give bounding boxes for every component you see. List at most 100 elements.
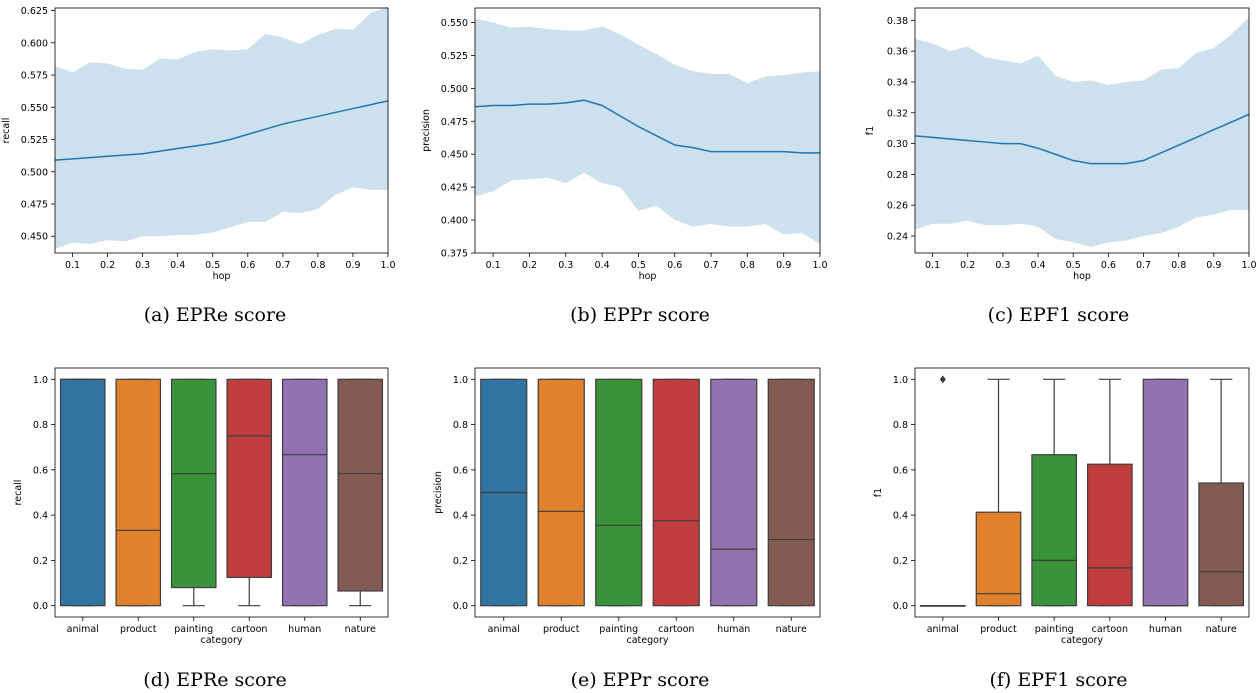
x-tick-label: 0.9: [776, 260, 791, 271]
y-tick-label: 0.6: [453, 465, 468, 476]
y-tick-label: 0.4: [893, 511, 908, 522]
x-tick-label: 0.6: [667, 260, 682, 271]
box-chart-precision: animal product painting cartoon human nature 0…: [433, 367, 821, 646]
x-tick-label: cartoon: [1092, 624, 1128, 635]
box-product: [975, 511, 1022, 607]
x-tick-label: 0.9: [1206, 260, 1221, 271]
x-axis-label: category: [201, 635, 243, 646]
y-tick-label: 0.400: [441, 216, 468, 227]
x-axis-label: hop: [1073, 271, 1091, 282]
y-tick-label: 0.550: [21, 103, 48, 114]
x-tick-label: 0.3: [995, 260, 1010, 271]
x-tick-label: 0.2: [960, 260, 975, 271]
chart-panel-a: 0.1 0.2 0.3 0.4 0.5 0.6 0.7 0.8 0.9 1.0 0.450 0.475…: [0, 0, 410, 340]
x-tick-label: cartoon: [231, 624, 267, 635]
y-tick-label: 0.8: [893, 420, 908, 431]
line-chart-recall: 0.1 0.2 0.3 0.4 0.5 0.6 0.7 0.8 0.9 1.0 0.450 0.475…: [1, 6, 396, 282]
x-tick-label: 0.4: [595, 260, 610, 271]
x-axis-label: hop: [213, 271, 231, 282]
chart-panel-d: animal product painting cartoon human nature 0…: [0, 360, 410, 693]
box-product: [537, 378, 585, 607]
y-tick-label: 0.28: [887, 170, 908, 181]
y-tick-label: 0.30: [887, 139, 908, 150]
chart-panel-f: animal product painting cartoon human nature 0…: [840, 360, 1257, 693]
box-human: [710, 378, 758, 607]
x-axis-label: category: [627, 635, 669, 646]
box-chart-f1: animal product painting cartoon human nature 0…: [873, 367, 1250, 646]
box-nature: [767, 378, 815, 607]
x-tick-label: 0.3: [135, 260, 150, 271]
y-tick-label: 0.2: [893, 556, 908, 567]
y-tick-label: 0.8: [33, 420, 48, 431]
x-tick-label: 0.7: [703, 260, 718, 271]
chart-panel-b: 0.1 0.2 0.3 0.4 0.5 0.6 0.7 0.8 0.9 1.0 0.375 0.400…: [420, 0, 840, 340]
y-tick-label: 0.6: [893, 465, 908, 476]
box-painting: [170, 378, 217, 589]
x-tick-label: 1.0: [812, 260, 827, 271]
mean-line: [914, 113, 1250, 165]
x-tick-label: 0.1: [65, 260, 80, 271]
x-tick-label: animal: [927, 624, 959, 635]
x-tick-label: 0.6: [1101, 260, 1116, 271]
x-tick-label: 0.5: [1066, 260, 1081, 271]
box-painting: [1031, 454, 1078, 607]
y-tick-label: 0.375: [441, 249, 468, 260]
box-cartoon: [226, 378, 273, 578]
x-tick-label: product: [543, 624, 580, 635]
x-tick-label: 0.6: [240, 260, 255, 271]
y-tick-label: 0.450: [441, 150, 468, 161]
box-human: [1142, 378, 1189, 607]
x-tick-label: 0.8: [310, 260, 325, 271]
y-tick-label: 0.625: [21, 6, 48, 17]
x-tick-label: nature: [1206, 624, 1237, 635]
box-cartoon: [652, 378, 700, 607]
box-animal: [59, 378, 106, 607]
axes-frame: [914, 367, 1250, 618]
box-nature: [1198, 482, 1245, 607]
y-tick-label: 0.38: [887, 16, 908, 27]
caption-b: (b) EPPr score: [570, 304, 710, 326]
x-tick-label: 0.3: [558, 260, 573, 271]
x-tick-label: 0.8: [740, 260, 755, 271]
x-tick-label: human: [717, 624, 750, 635]
x-tick-label: nature: [345, 624, 376, 635]
y-axis-label: precision: [421, 109, 432, 152]
y-tick-label: 0.2: [453, 556, 468, 567]
y-tick-label: 0.550: [441, 18, 468, 29]
x-tick-label: 1.0: [380, 260, 395, 271]
x-tick-label: 0.1: [925, 260, 940, 271]
x-tick-label: product: [980, 624, 1017, 635]
y-tick-label: 0.475: [441, 117, 468, 128]
box-nature: [337, 378, 384, 592]
x-axis-label: category: [1061, 635, 1103, 646]
y-tick-label: 0.525: [21, 135, 48, 146]
y-axis-label: recall: [1, 118, 12, 144]
y-tick-label: 0.500: [441, 84, 468, 95]
box-human: [281, 378, 328, 607]
y-tick-label: 0.475: [21, 200, 48, 211]
y-tick-label: 0.575: [21, 71, 48, 82]
y-tick-label: 0.24: [887, 232, 908, 243]
y-tick-label: 0.0: [893, 601, 908, 612]
caption-c: (c) EPF1 score: [987, 304, 1130, 326]
chart-panel-c: 0.1 0.2 0.3 0.4 0.5 0.6 0.7 0.8 0.9 1.0 0.24 0.26 0.…: [840, 0, 1257, 340]
y-tick-label: 0.32: [887, 108, 908, 119]
mean-line: [474, 99, 820, 154]
axes-frame: [914, 7, 1250, 254]
y-tick-label: 0.4: [453, 511, 468, 522]
x-tick-label: animal: [488, 624, 520, 635]
confidence-band: [915, 17, 1249, 247]
y-axis-label: f1: [865, 126, 876, 135]
box-cartoon: [1086, 463, 1133, 607]
y-tick-label: 0.4: [33, 511, 48, 522]
y-tick-label: 1.0: [893, 375, 908, 386]
x-tick-label: painting: [1035, 624, 1074, 635]
x-tick-label: nature: [776, 624, 807, 635]
x-tick-label: 0.2: [522, 260, 537, 271]
y-tick-label: 0.425: [441, 183, 468, 194]
confidence-band: [55, 6, 388, 250]
line-chart-f1: 0.1 0.2 0.3 0.4 0.5 0.6 0.7 0.8 0.9 1.0 0.24 0.26 0.…: [865, 7, 1257, 282]
x-tick-label: 0.4: [1030, 260, 1045, 271]
y-axis-label: precision: [433, 471, 444, 514]
line-chart-precision: 0.1 0.2 0.3 0.4 0.5 0.6 0.7 0.8 0.9 1.0 0.375 0.400…: [421, 7, 828, 282]
